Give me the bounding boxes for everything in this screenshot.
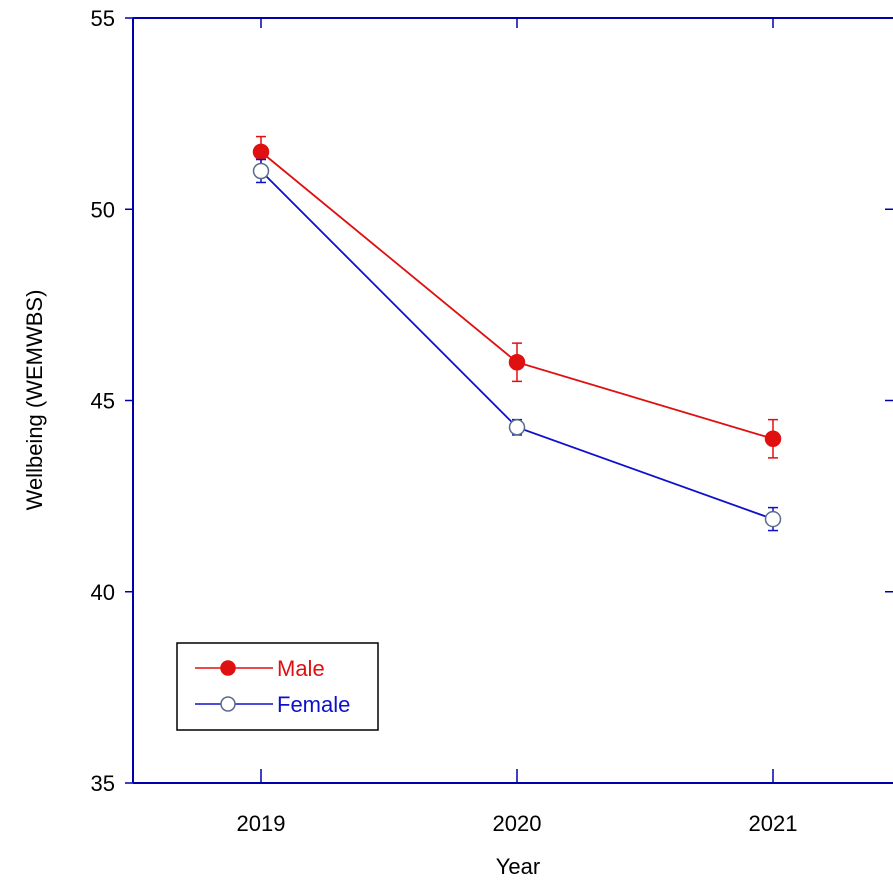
data-point-male-2020 [508, 354, 526, 371]
y-tick-label-50: 50 [91, 197, 115, 222]
y-tick-label-55: 55 [91, 6, 115, 31]
x-axis-title: Year [496, 854, 540, 879]
x-tick-label-2021: 2021 [749, 811, 798, 836]
data-point-female-2021 [764, 510, 782, 528]
legend-box [176, 642, 379, 731]
legend-male-marker [220, 660, 236, 676]
data-point-female-2020 [508, 419, 526, 436]
x-tick-label-2020: 2020 [493, 811, 542, 836]
series-line-male [260, 151, 774, 440]
data-point-male-2019 [252, 143, 270, 161]
legend-female-label: Female [277, 692, 350, 717]
legend: Male Female [176, 642, 379, 731]
x-tick-label-2019: 2019 [237, 811, 286, 836]
legend-male-label: Male [277, 656, 325, 681]
legend-female-marker [220, 696, 236, 712]
data-point-female-2019 [252, 162, 270, 180]
y-tick-label-35: 35 [91, 771, 115, 796]
ticks: 35 40 45 50 55 2019 2020 2021 [91, 6, 893, 836]
series-layer [252, 135, 782, 532]
y-tick-label-45: 45 [91, 389, 115, 414]
data-point-male-2021 [764, 430, 782, 447]
y-axis-title: Wellbeing (WEMWBS) [22, 290, 47, 511]
y-tick-label-40: 40 [91, 580, 115, 605]
